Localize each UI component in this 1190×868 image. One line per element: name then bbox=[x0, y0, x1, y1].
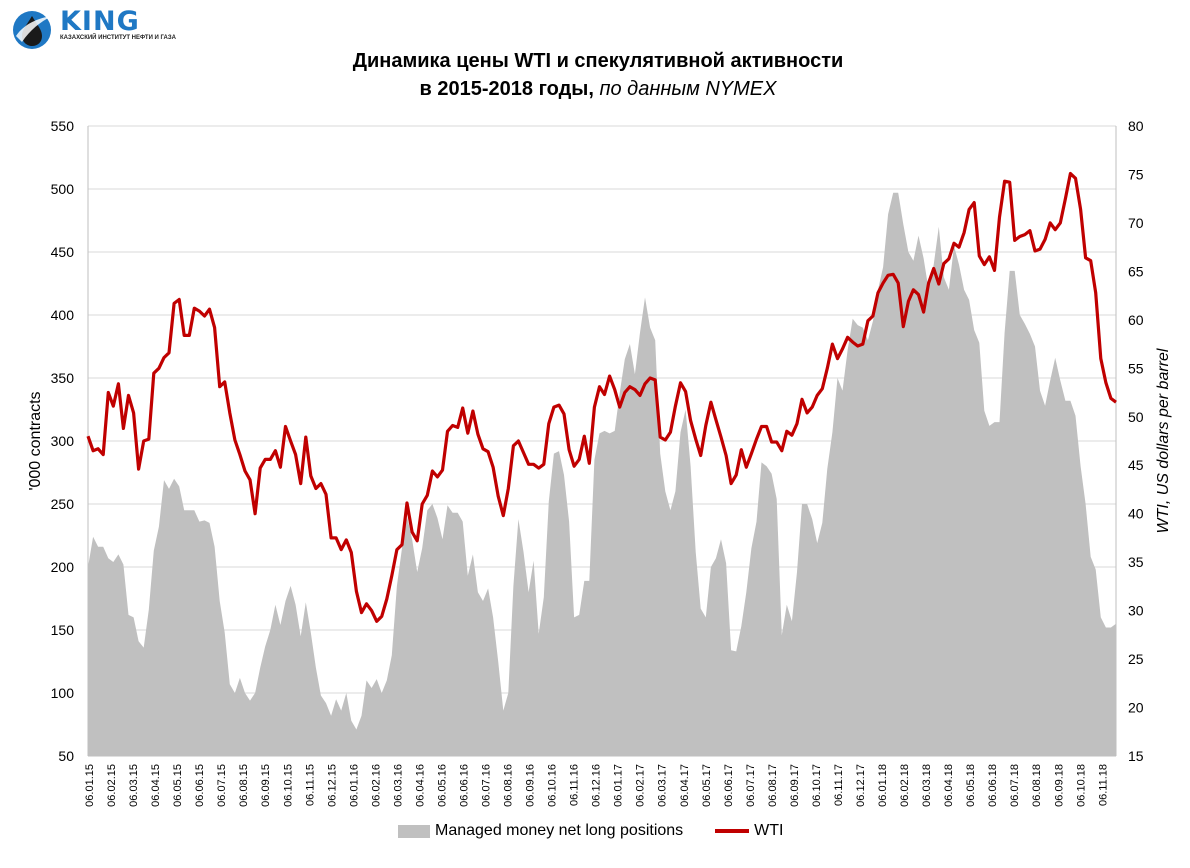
chart-title-line2: в 2015-2018 годы, по данным NYMEX bbox=[0, 78, 1190, 101]
x-tick-label: 06.11.16 bbox=[569, 764, 581, 806]
x-tick-label: 06.03.17 bbox=[657, 764, 669, 807]
series-area-managed-money bbox=[88, 192, 1116, 757]
y-tick-label: 400 bbox=[51, 307, 75, 323]
x-tick-label: 06.11.17 bbox=[833, 764, 845, 806]
x-tick-label: 06.06.18 bbox=[987, 764, 999, 807]
chart-title-line1: Динамика цены WTI и спекулятивной активн… bbox=[352, 50, 844, 72]
y2-tick-label: 65 bbox=[1128, 263, 1144, 279]
legend-label-area: Managed money net long positions bbox=[435, 822, 684, 839]
y2-tick-label: 75 bbox=[1128, 166, 1144, 182]
legend-item-line: WTI bbox=[715, 822, 784, 840]
y2-tick-label: 60 bbox=[1128, 312, 1144, 328]
y-tick-label: 500 bbox=[51, 181, 75, 197]
x-tick-label: 06.06.17 bbox=[723, 764, 735, 807]
y2-tick-label: 15 bbox=[1128, 748, 1144, 764]
x-tick-label: 06.04.15 bbox=[150, 764, 162, 807]
x-tick-label: 06.12.17 bbox=[855, 764, 867, 807]
x-tick-label: 06.09.15 bbox=[260, 764, 272, 807]
y-tick-label: 50 bbox=[58, 748, 74, 764]
y2-tick-label: 70 bbox=[1128, 215, 1144, 231]
y2-tick-label: 25 bbox=[1128, 651, 1144, 667]
x-tick-label: 06.08.18 bbox=[1031, 764, 1043, 807]
x-tick-label: 06.07.18 bbox=[1009, 764, 1021, 807]
y-tick-label: 200 bbox=[51, 559, 75, 575]
series-line-wti bbox=[86, 171, 1117, 623]
x-tick-label: 06.02.17 bbox=[635, 764, 647, 807]
x-tick-label: 06.04.18 bbox=[943, 764, 955, 807]
y-tick-label: 550 bbox=[51, 118, 75, 134]
chart-title-line2-main: в 2015-2018 годы, bbox=[419, 78, 594, 100]
logo-subtitle: КАЗАХСКИЙ ИНСТИТУТ НЕФТИ И ГАЗА bbox=[60, 35, 176, 41]
y-tick-label: 250 bbox=[51, 496, 75, 512]
y-tick-label: 100 bbox=[51, 685, 75, 701]
y2-axis-label: WTI, US dollars per barrel bbox=[1155, 348, 1172, 533]
x-tick-label: 06.10.16 bbox=[547, 764, 559, 807]
y2-tick-label: 20 bbox=[1128, 700, 1144, 716]
y2-tick-label: 40 bbox=[1128, 506, 1144, 522]
logo bbox=[8, 6, 178, 50]
y2-tick-label: 30 bbox=[1128, 603, 1144, 619]
y-tick-label: 300 bbox=[51, 433, 75, 449]
y-tick-label: 350 bbox=[51, 370, 75, 386]
x-tick-label: 06.05.17 bbox=[701, 764, 713, 807]
legend-swatch-line bbox=[715, 829, 750, 833]
y2-tick-label: 80 bbox=[1128, 118, 1144, 134]
x-tick-label: 06.01.18 bbox=[877, 764, 889, 807]
x-tick-label: 06.12.16 bbox=[591, 764, 603, 807]
y2-tick-label: 55 bbox=[1128, 360, 1144, 376]
x-tick-label: 06.10.15 bbox=[282, 764, 294, 807]
x-tick-label: 06.09.16 bbox=[525, 764, 537, 807]
x-tick-label: 06.07.17 bbox=[745, 764, 757, 807]
x-tick-label: 06.10.17 bbox=[811, 764, 823, 807]
y2-tick-label: 50 bbox=[1128, 409, 1144, 425]
y2-tick-label: 45 bbox=[1128, 457, 1144, 473]
logo-name: KING bbox=[60, 6, 140, 37]
y-tick-label: 150 bbox=[51, 622, 75, 638]
x-tick-label: 06.06.15 bbox=[194, 764, 206, 807]
x-tick-label: 06.02.16 bbox=[370, 764, 382, 807]
y-tick-label: 450 bbox=[51, 244, 75, 260]
x-tick-label: 06.10.18 bbox=[1075, 764, 1087, 807]
x-tick-label: 06.08.15 bbox=[238, 764, 250, 807]
y2-tick-label: 35 bbox=[1128, 554, 1144, 570]
legend-swatch-area bbox=[398, 824, 430, 838]
x-tick-label: 06.05.15 bbox=[172, 764, 184, 807]
x-tick-label: 06.11.15 bbox=[304, 764, 316, 806]
x-tick-label: 06.08.16 bbox=[503, 764, 515, 807]
x-tick-label: 06.05.18 bbox=[965, 764, 977, 807]
x-tick-label: 06.12.15 bbox=[326, 764, 338, 807]
x-tick-label: 06.01.15 bbox=[84, 764, 96, 807]
legend-item-area: Managed money net long positions bbox=[398, 822, 683, 840]
x-tick-label: 06.01.17 bbox=[613, 764, 625, 807]
x-tick-label: 06.03.15 bbox=[128, 764, 140, 807]
x-tick-label: 06.02.18 bbox=[899, 764, 911, 807]
x-tick-label: 06.09.17 bbox=[789, 764, 801, 807]
x-tick-label: 06.06.16 bbox=[459, 764, 471, 807]
x-tick-label: 06.02.15 bbox=[106, 764, 118, 807]
chart-title-line2-source: по данным NYMEX bbox=[599, 78, 777, 100]
x-tick-label: 06.07.16 bbox=[481, 764, 493, 807]
y-axis-label: '000 contracts bbox=[27, 391, 44, 490]
x-tick-label: 06.09.18 bbox=[1053, 764, 1065, 807]
x-tick-label: 06.03.18 bbox=[921, 764, 933, 807]
logo-drop-icon bbox=[13, 11, 52, 49]
x-tick-label: 06.11.18 bbox=[1097, 764, 1109, 806]
x-tick-label: 06.05.16 bbox=[437, 764, 449, 807]
x-tick-label: 06.01.16 bbox=[348, 764, 360, 807]
x-tick-label: 06.03.16 bbox=[392, 764, 404, 807]
legend: Managed money net long positions WTI bbox=[398, 822, 816, 840]
legend-label-line: WTI bbox=[754, 822, 784, 839]
x-tick-label: 06.08.17 bbox=[767, 764, 779, 807]
x-tick-label: 06.04.17 bbox=[679, 764, 691, 807]
x-tick-label: 06.04.16 bbox=[414, 764, 426, 807]
x-tick-label: 06.07.15 bbox=[216, 764, 228, 807]
